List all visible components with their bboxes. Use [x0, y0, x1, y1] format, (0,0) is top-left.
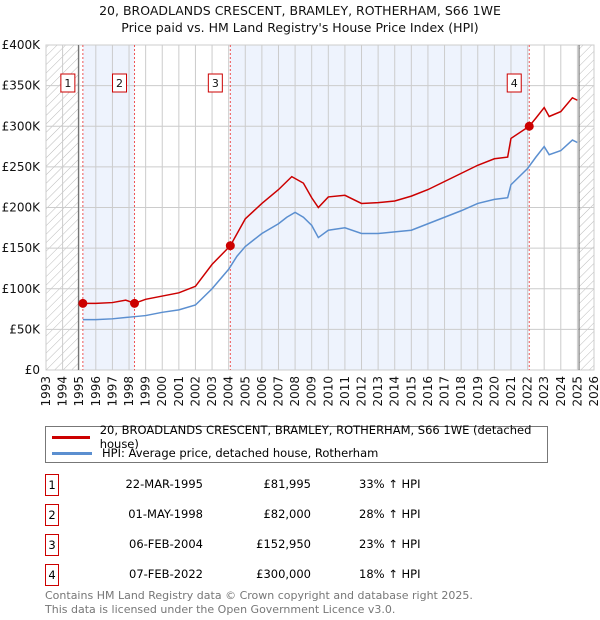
x-tick-label: 2009 — [305, 376, 319, 407]
sale-point — [78, 298, 88, 308]
x-tick-label: 2023 — [537, 376, 551, 407]
x-tick-label: 2021 — [504, 376, 518, 407]
x-tick-label: 2019 — [471, 376, 485, 407]
sale-hpi-diff: 33% ↑ HPI — [359, 477, 421, 491]
sale-price: £82,000 — [263, 507, 311, 521]
x-tick-label: 2007 — [271, 376, 285, 407]
sale-row: 4 07-FEB-2022 £300,000 18% ↑ HPI — [45, 564, 545, 586]
y-tick-label: £200K — [2, 201, 42, 215]
y-tick-label: £0 — [25, 363, 40, 377]
sale-marker-badge: 2 — [45, 504, 59, 526]
sale-label-number: 4 — [511, 77, 518, 90]
x-tick-label: 2000 — [155, 376, 169, 407]
legend-label: HPI: Average price, detached house, Roth… — [102, 446, 379, 460]
sale-hpi-diff: 28% ↑ HPI — [359, 507, 421, 521]
legend-label: 20, BROADLANDS CRESCENT, BRAMLEY, ROTHER… — [99, 423, 532, 451]
legend-item-property: 20, BROADLANDS CRESCENT, BRAMLEY, ROTHER… — [52, 423, 547, 451]
x-tick-label: 2008 — [288, 376, 302, 407]
sale-price: £152,950 — [256, 537, 311, 551]
sale-label-number: 3 — [212, 77, 219, 90]
x-tick-label: 1993 — [39, 376, 53, 407]
y-tick-label: £50K — [9, 322, 41, 336]
x-tick-label: 2018 — [454, 376, 468, 407]
sale-label-number: 2 — [116, 77, 123, 90]
sale-date: 01-MAY-1998 — [128, 507, 203, 521]
x-tick-label: 1996 — [89, 376, 103, 407]
series-line — [82, 139, 578, 321]
price-chart: £0 £50K £100K £150K £200K £250K £300K £350K £400… — [2, 38, 600, 407]
x-tick-label: 2015 — [404, 376, 418, 407]
chart-subtitle: Price paid vs. HM Land Registry's House … — [121, 20, 479, 35]
sale-point — [130, 298, 140, 308]
x-tick-label: 2005 — [238, 376, 252, 407]
sale-hpi-diff: 23% ↑ HPI — [359, 537, 421, 551]
x-tick-label: 2013 — [371, 376, 385, 407]
footer-copyright: Contains HM Land Registry data © Crown c… — [45, 589, 473, 602]
sale-row: 1 22-MAR-1995 £81,995 33% ↑ HPI — [45, 474, 545, 496]
sale-marker-badge: 1 — [45, 474, 59, 496]
sale-price: £81,995 — [263, 477, 311, 491]
x-tick-label: 2026 — [587, 376, 600, 407]
y-tick-label: £150K — [2, 241, 42, 255]
sale-label-box — [60, 73, 76, 93]
y-tick-label: £100K — [2, 282, 42, 296]
sale-row: 3 06-FEB-2004 £152,950 23% ↑ HPI — [45, 534, 545, 556]
x-tick-label: 2003 — [205, 376, 219, 407]
sale-date: 22-MAR-1995 — [125, 477, 203, 491]
x-tick-label: 2012 — [355, 376, 369, 407]
x-tick-label: 2002 — [188, 376, 202, 407]
sale-date: 06-FEB-2004 — [129, 537, 203, 551]
x-tick-label: 2010 — [321, 376, 335, 407]
sale-label-box — [112, 73, 128, 93]
footer-licence: This data is licensed under the Open Gov… — [45, 603, 396, 616]
x-tick-label: 1998 — [122, 376, 136, 407]
chart-title: 20, BROADLANDS CRESCENT, BRAMLEY, ROTHER… — [99, 3, 501, 18]
sale-price: £300,000 — [256, 567, 311, 581]
blue-line-swatch — [52, 451, 92, 455]
x-tick-label: 2016 — [421, 376, 435, 407]
legend-item-hpi: HPI: Average price, detached house, Roth… — [52, 446, 378, 460]
x-tick-label: 1999 — [139, 376, 153, 407]
x-tick-label: 1994 — [56, 376, 70, 407]
x-tick-label: 2022 — [521, 376, 535, 407]
x-tick-label: 2014 — [388, 376, 402, 407]
y-tick-label: £300K — [2, 119, 42, 133]
sale-marker-badge: 3 — [45, 534, 59, 556]
x-tick-label: 2001 — [172, 376, 186, 407]
sale-row: 2 01-MAY-1998 £82,000 28% ↑ HPI — [45, 504, 545, 526]
sale-label-box — [207, 73, 223, 93]
sale-hpi-diff: 18% ↑ HPI — [359, 567, 421, 581]
x-tick-label: 1995 — [72, 376, 86, 407]
x-tick-label: 1997 — [105, 376, 119, 407]
sale-point — [225, 241, 235, 251]
x-tick-label: 2020 — [487, 376, 501, 407]
y-tick-label: £350K — [2, 79, 42, 93]
legend: 20, BROADLANDS CRESCENT, BRAMLEY, ROTHER… — [45, 423, 548, 463]
sale-label-number: 1 — [64, 77, 71, 90]
sale-date: 07-FEB-2022 — [129, 567, 203, 581]
plot-border — [45, 44, 595, 371]
sale-marker-badge: 4 — [45, 564, 59, 586]
red-line-swatch — [52, 435, 90, 439]
x-tick-label: 2017 — [438, 376, 452, 407]
sale-label-box — [506, 73, 522, 93]
y-tick-label: £400K — [2, 38, 42, 52]
x-tick-label: 2006 — [255, 376, 269, 407]
x-tick-label: 2011 — [338, 376, 352, 407]
y-tick-label: £250K — [2, 160, 42, 174]
x-tick-label: 2024 — [554, 376, 568, 407]
x-tick-label: 2025 — [570, 376, 584, 407]
x-tick-label: 2004 — [222, 376, 236, 407]
sale-point — [524, 121, 534, 131]
